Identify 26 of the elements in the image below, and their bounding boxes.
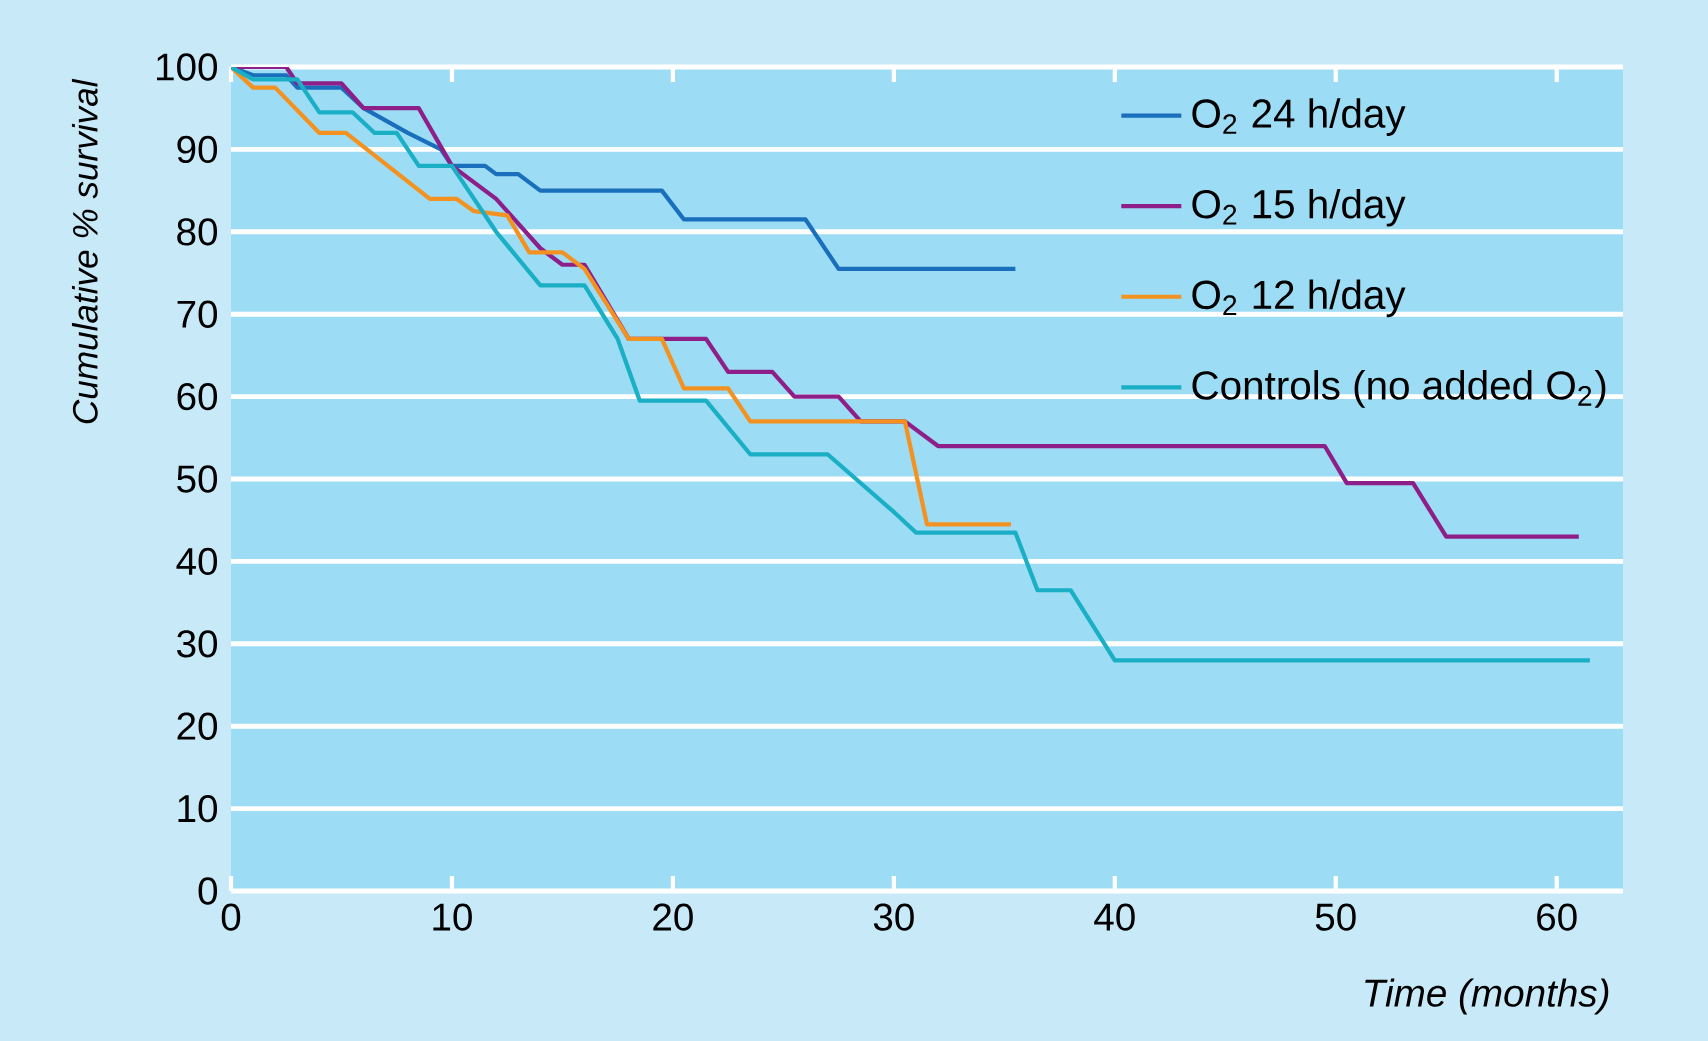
y-tick-label: 70 <box>177 300 218 328</box>
line-series <box>231 67 1014 527</box>
y-tick-label: 30 <box>177 630 218 658</box>
legend-label: O$_{2}$ 15 h/day <box>1192 188 1406 227</box>
legend-label: O$_{2}$ 12 h/day <box>1192 279 1406 318</box>
y-tick-label: 100 <box>157 53 218 81</box>
y-tick-label: 10 <box>178 794 218 823</box>
x-tick-label: 30 <box>873 903 914 931</box>
line-series <box>231 67 1592 663</box>
y-tick-label: 50 <box>177 465 218 493</box>
y-tick-label: 20 <box>177 712 218 740</box>
y-tick-label: 90 <box>177 135 218 164</box>
x-tick-label: 10 <box>433 903 472 931</box>
y-tick-label: 60 <box>177 382 218 411</box>
x-axis-title: Time (months) <box>1365 978 1609 1015</box>
x-tick-label: 60 <box>1537 903 1577 931</box>
y-axis-title: Cumulative % survival <box>71 78 98 424</box>
x-tick-label: 0 <box>221 903 241 931</box>
legend-label: Controls (no added O$_{2}$) <box>1192 370 1606 408</box>
x-tick-label: 50 <box>1315 903 1356 931</box>
x-tick-label: 20 <box>653 903 693 931</box>
y-tick-label: 40 <box>176 547 218 576</box>
x-tick-label: 40 <box>1094 903 1135 931</box>
y-tick-label: 80 <box>177 218 218 246</box>
y-tick-label: 0 <box>198 877 218 905</box>
legend-label: O$_{2}$ 24 h/day <box>1192 98 1406 136</box>
